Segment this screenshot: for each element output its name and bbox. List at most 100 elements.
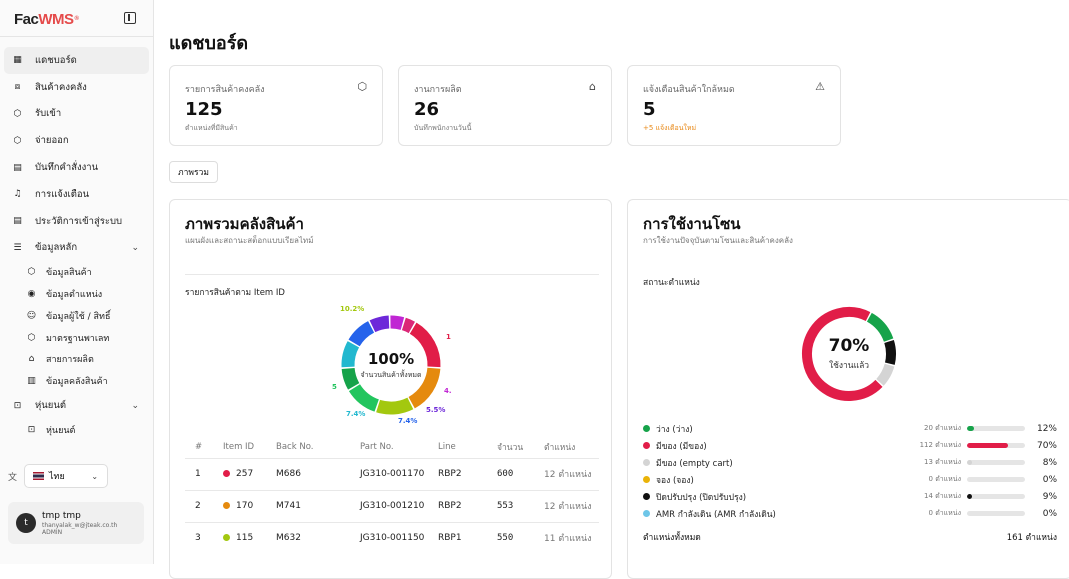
divider (0, 36, 153, 37)
zone-status-percent: 9% (1042, 491, 1057, 502)
zone-color-dot (643, 442, 650, 449)
column-header: Line (438, 441, 456, 452)
sidebar-item-master-data[interactable]: ☰ ข้อมูลหลัก ⌄ (4, 235, 149, 262)
zone-status-count: 112 ตำแหน่ง (919, 441, 961, 449)
donut-slice[interactable] (401, 317, 415, 334)
alert-triangle-icon: ⚠ (815, 80, 825, 93)
donut-slice[interactable] (876, 363, 895, 386)
zone-status-percent: 12% (1036, 423, 1057, 434)
zone-status-count: 0 ตำแหน่ง (928, 475, 961, 483)
sidebar-subitem-users[interactable]: ☺ ข้อมูลผู้ใช้ / สิทธิ์ (4, 305, 149, 327)
zone-total-value: 161 ตำแหน่ง (1006, 533, 1057, 543)
slice-label: 10.2% (340, 305, 365, 313)
item-id-cell: 257 (223, 457, 276, 490)
donut-slice[interactable] (348, 321, 375, 347)
donut-slice[interactable] (341, 367, 360, 390)
donut-slice[interactable] (884, 339, 896, 365)
donut-slice[interactable] (369, 315, 390, 333)
panel-title: ภาพรวมคลังสินค้า (185, 215, 304, 233)
sidebar-item-inventory[interactable]: ⧈ สินค้าคงคลัง (4, 74, 149, 101)
zone-progress-bar (967, 511, 1025, 516)
brand-logo[interactable]: Fac WMS ® (14, 10, 79, 28)
sidebar-subitem-label: ข้อมูลตำแหน่ง (46, 290, 103, 301)
language-select[interactable]: ไทย ⌄ (24, 464, 109, 488)
sidebar-subitem-locations[interactable]: ◉ ข้อมูลตำแหน่ง (4, 283, 149, 305)
main-content: แดชบอร์ด รายการสินค้าคงคลัง ⬡ 125 ตำแหน่… (154, 0, 1069, 579)
table-row[interactable]: 2 170 M741 JG310-001210 RBP2 553 12 ตำแห… (185, 489, 599, 522)
sidebar-item-work-orders[interactable]: ▤ บันทึกคำสั่งงาน (4, 154, 149, 181)
sidebar-item-robots[interactable]: ⊡ หุ่นยนต์ ⌄ (4, 392, 149, 419)
user-profile[interactable]: t tmp tmp thanyalak_w@jteak.co.th ADMIN (8, 502, 144, 544)
donut-slice[interactable] (408, 367, 441, 409)
table-row[interactable]: 3 115 M632 JG310-001150 RBP1 550 11 ตำแห… (185, 521, 599, 554)
sidebar-subitem-products[interactable]: ⬡ ข้อมูลสินค้า (4, 261, 149, 283)
donut-slice[interactable] (390, 315, 405, 330)
sidebar-item-issue[interactable]: ⬡ จ่ายออก (4, 127, 149, 154)
sidebar-subitem-pallets[interactable]: ⬡ มาตรฐานพาเลท (4, 327, 149, 349)
zone-color-dot (643, 425, 650, 432)
donut-slice[interactable] (348, 383, 380, 412)
zone-color-dot (643, 476, 650, 483)
tab-overview[interactable]: ภาพรวม (169, 161, 218, 183)
sidebar-subitem-production-lines[interactable]: ⌂ สายการผลิต (4, 349, 149, 371)
zone-status-label: มีของ (มีของ) (656, 441, 707, 452)
donut-slice[interactable] (341, 341, 360, 368)
sidebar-subitem-warehouses[interactable]: ▥ ข้อมูลคลังสินค้า (4, 370, 149, 392)
divider (185, 274, 599, 275)
sidebar-item-label: ประวัติการเข้าสู่ระบบ (35, 215, 123, 227)
zone-status-row: มีของ (มีของ) 112 ตำแหน่ง 70% (643, 437, 1057, 454)
sidebar-subitem-robot[interactable]: ⊡ หุ่นยนต์ (4, 419, 149, 441)
section-label: สถานะตำแหน่ง (643, 278, 700, 288)
package-icon: ⬡ (13, 135, 22, 146)
section-label: รายการสินค้าตาม Item ID (185, 288, 285, 298)
kpi-value: 125 (185, 99, 223, 120)
inventory-donut-chart: 100% จำนวนสินค้าทั้งหมด (340, 314, 442, 416)
sidebar-subitem-label: ข้อมูลผู้ใช้ / สิทธิ์ (46, 311, 111, 322)
package-icon: ⬡ (27, 332, 36, 343)
zone-status-row: ปิดปรับปรุง (ปิดปรับปรุง) 14 ตำแหน่ง 9% (643, 488, 1057, 505)
sidebar-subitem-label: หุ่นยนต์ (46, 425, 76, 436)
quantity: 600 (497, 457, 544, 490)
sidebar-subitem-label: สายการผลิต (46, 355, 94, 366)
donut-slice[interactable] (866, 312, 894, 342)
back-no: M632 (276, 521, 360, 554)
panel-title: การใช้งานโซน (643, 215, 741, 233)
user-icon: ☺ (26, 310, 37, 321)
bell-icon: ♫ (13, 189, 22, 200)
zone-progress-fill (967, 443, 1008, 448)
column-header: จำนวน (497, 442, 524, 453)
column-header: Back No. (276, 441, 314, 452)
zone-donut-chart: 70% ใช้งานแล้ว (800, 305, 898, 403)
zone-status-count: 20 ตำแหน่ง (924, 424, 961, 432)
zone-status-percent: 0% (1042, 474, 1057, 485)
slice-label: 7.4% (398, 417, 418, 425)
sidebar-item-notifications[interactable]: ♫ การแจ้งเตือน (4, 181, 149, 208)
zone-progress-bar (967, 426, 1025, 431)
page-title: แดชบอร์ด (169, 33, 249, 54)
zone-status-count: 0 ตำแหน่ง (928, 509, 961, 517)
donut-slice[interactable] (409, 322, 441, 368)
zone-status-label: ว่าง (ว่าง) (656, 424, 693, 435)
zone-status-label: มีของ (empty cart) (656, 458, 733, 469)
zone-status-label: AMR กำลังเดิน (AMR กำลังเดิน) (656, 509, 776, 520)
slice-label: 4. (444, 387, 452, 395)
sidebar-item-dashboard[interactable]: ▦ แดชบอร์ด (4, 47, 149, 74)
sidebar-item-receive[interactable]: ⬡ รับเข้า (4, 101, 149, 128)
warehouse-icon: ▥ (27, 376, 36, 387)
sidebar-item-label: การแจ้งเตือน (35, 188, 90, 200)
zone-color-dot (643, 459, 650, 466)
sidebar: Fac WMS ® ▦ แดชบอร์ด ⧈ สินค้าคงคลัง ⬡ รับเ… (0, 0, 154, 564)
zone-usage-panel: การใช้งานโซน การใช้งานปัจจุบันตามโซนและส… (627, 199, 1069, 579)
donut-slice[interactable] (376, 397, 414, 415)
chevron-down-icon: ⌄ (91, 471, 99, 481)
donut-slice[interactable] (802, 307, 883, 401)
sidebar-item-login-history[interactable]: ▤ ประวัติการเข้าสู่ระบบ (4, 208, 149, 235)
kpi-label: งานการผลิต (414, 85, 462, 95)
sidebar-collapse-icon[interactable] (124, 12, 136, 24)
table-row[interactable]: 1 257 M686 JG310-001170 RBP2 600 12 ตำแห… (185, 457, 599, 490)
item-id-cell: 115 (223, 521, 276, 554)
item-color-dot (223, 534, 230, 542)
zone-status-label: ปิดปรับปรุง (ปิดปรับปรุง) (656, 492, 747, 503)
column-header: Item ID (223, 441, 255, 452)
zone-progress-fill (967, 494, 973, 499)
